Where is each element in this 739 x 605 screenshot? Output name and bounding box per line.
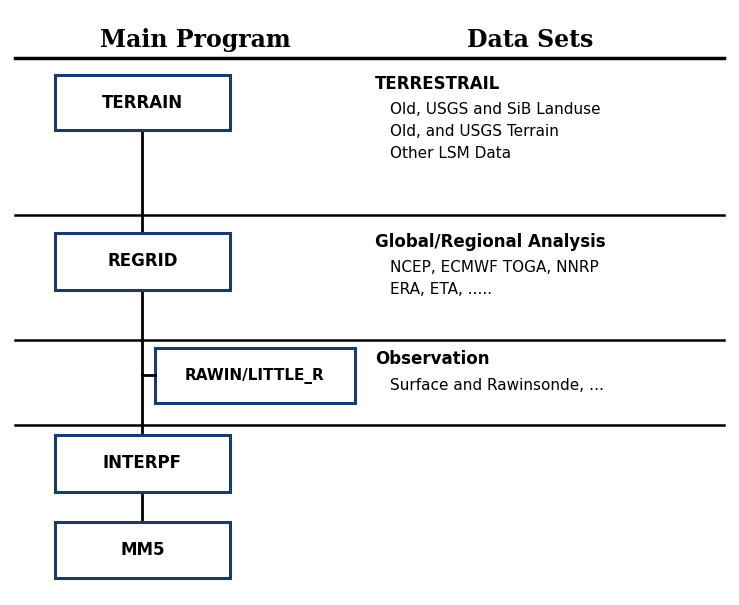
Text: Main Program: Main Program — [100, 28, 290, 52]
Text: RAWIN/LITTLE_R: RAWIN/LITTLE_R — [185, 367, 325, 384]
Bar — [155, 348, 355, 403]
Bar — [55, 435, 230, 492]
Bar — [55, 522, 230, 578]
Text: Other LSM Data: Other LSM Data — [390, 146, 511, 161]
Text: TERRAIN: TERRAIN — [102, 94, 183, 111]
Bar — [55, 75, 230, 130]
Text: Data Sets: Data Sets — [467, 28, 593, 52]
Text: TERRESTRAIL: TERRESTRAIL — [375, 75, 500, 93]
Text: INTERPF: INTERPF — [103, 454, 182, 473]
Text: Observation: Observation — [375, 350, 489, 368]
Bar — [55, 233, 230, 290]
Text: ERA, ETA, .....: ERA, ETA, ..... — [390, 282, 492, 297]
Text: Old, USGS and SiB Landuse: Old, USGS and SiB Landuse — [390, 102, 601, 117]
Text: REGRID: REGRID — [107, 252, 178, 270]
Text: NCEP, ECMWF TOGA, NNRP: NCEP, ECMWF TOGA, NNRP — [390, 260, 599, 275]
Text: Old, and USGS Terrain: Old, and USGS Terrain — [390, 124, 559, 139]
Text: Surface and Rawinsonde, …: Surface and Rawinsonde, … — [390, 378, 604, 393]
Text: Global/Regional Analysis: Global/Regional Analysis — [375, 233, 606, 251]
Text: MM5: MM5 — [120, 541, 165, 559]
